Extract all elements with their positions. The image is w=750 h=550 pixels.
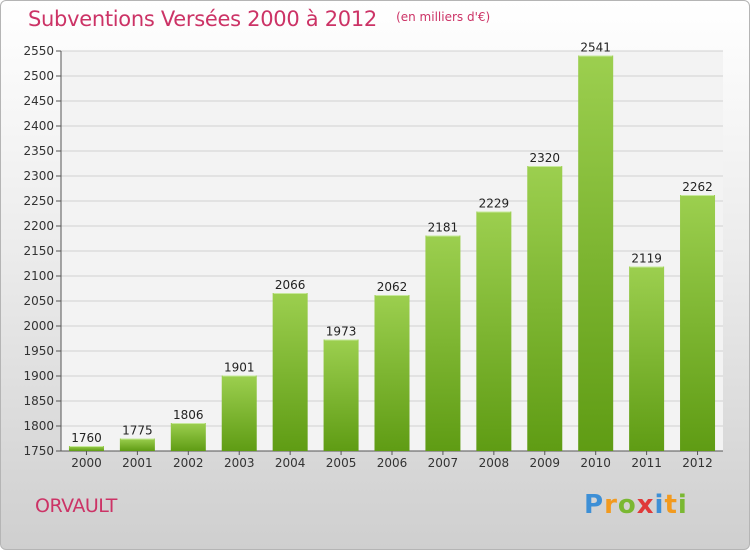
y-tick-label: 2400: [23, 119, 54, 133]
y-tick-label: 1850: [23, 394, 54, 408]
bar: [68, 446, 104, 451]
bar: [527, 166, 563, 451]
bar-value-label: 2320: [529, 151, 560, 165]
chart-header: Subventions Versées 2000 à 2012 (en mill…: [28, 7, 490, 31]
bar-value-label: 2119: [631, 252, 662, 266]
bar: [221, 375, 257, 451]
logo-letter: i: [677, 490, 688, 520]
bar: [578, 55, 614, 451]
y-tick-label: 1900: [23, 369, 54, 383]
proxiti-logo: Proxiti: [584, 490, 688, 520]
x-tick-label: 2006: [377, 456, 408, 470]
y-tick-label: 2250: [23, 194, 54, 208]
bar: [374, 295, 410, 451]
bar: [425, 235, 461, 451]
bar: [629, 266, 665, 451]
x-tick-label: 2004: [275, 456, 306, 470]
logo-letter: t: [664, 490, 678, 520]
y-tick-label: 2500: [23, 69, 54, 83]
chart-title: Subventions Versées 2000 à 2012: [28, 7, 377, 31]
x-tick-label: 2009: [529, 456, 560, 470]
bar: [272, 293, 308, 451]
y-tick-label: 2350: [23, 144, 54, 158]
x-tick-label: 2002: [173, 456, 204, 470]
logo-letter: P: [584, 490, 605, 520]
bar-value-label: 1760: [71, 431, 102, 445]
bar-value-label: 1901: [224, 361, 255, 375]
bar: [680, 195, 716, 451]
x-tick-label: 2000: [71, 456, 102, 470]
city-name: ORVAULT: [35, 495, 117, 517]
bar-value-label: 2062: [377, 280, 408, 294]
y-tick-label: 1800: [23, 419, 54, 433]
x-tick-label: 2012: [682, 456, 713, 470]
y-tick-label: 2200: [23, 219, 54, 233]
bar-value-label: 2181: [428, 221, 459, 235]
y-tick-label: 2450: [23, 94, 54, 108]
y-tick-label: 2150: [23, 244, 54, 258]
x-tick-label: 2001: [122, 456, 153, 470]
logo-letter: r: [604, 490, 618, 520]
y-tick-label: 2050: [23, 294, 54, 308]
bar-value-label: 1973: [326, 325, 357, 339]
bar: [119, 438, 155, 451]
y-tick-label: 2550: [23, 44, 54, 58]
bar-value-label: 2229: [479, 197, 510, 211]
y-tick-label: 1750: [23, 444, 54, 458]
x-tick-label: 2003: [224, 456, 255, 470]
logo-letter: i: [654, 490, 665, 520]
logo-letter: x: [636, 490, 655, 520]
x-tick-label: 2010: [580, 456, 611, 470]
y-tick-label: 1950: [23, 344, 54, 358]
y-tick-label: 2000: [23, 319, 54, 333]
x-tick-label: 2011: [631, 456, 662, 470]
bar-value-label: 2066: [275, 278, 306, 292]
logo-letter: o: [617, 490, 637, 520]
bar: [323, 339, 359, 451]
bar-value-label: 1806: [173, 408, 204, 422]
y-tick-label: 2100: [23, 269, 54, 283]
bar: [476, 211, 512, 451]
chart-subtitle: (en milliers d'€): [396, 10, 491, 24]
bar-value-label: 2262: [682, 180, 713, 194]
bar-value-label: 1775: [122, 424, 153, 438]
bar-value-label: 2541: [580, 41, 611, 55]
x-tick-label: 2008: [479, 456, 510, 470]
y-tick-label: 2300: [23, 169, 54, 183]
x-tick-label: 2005: [326, 456, 357, 470]
bar: [170, 423, 206, 451]
x-tick-label: 2007: [428, 456, 459, 470]
